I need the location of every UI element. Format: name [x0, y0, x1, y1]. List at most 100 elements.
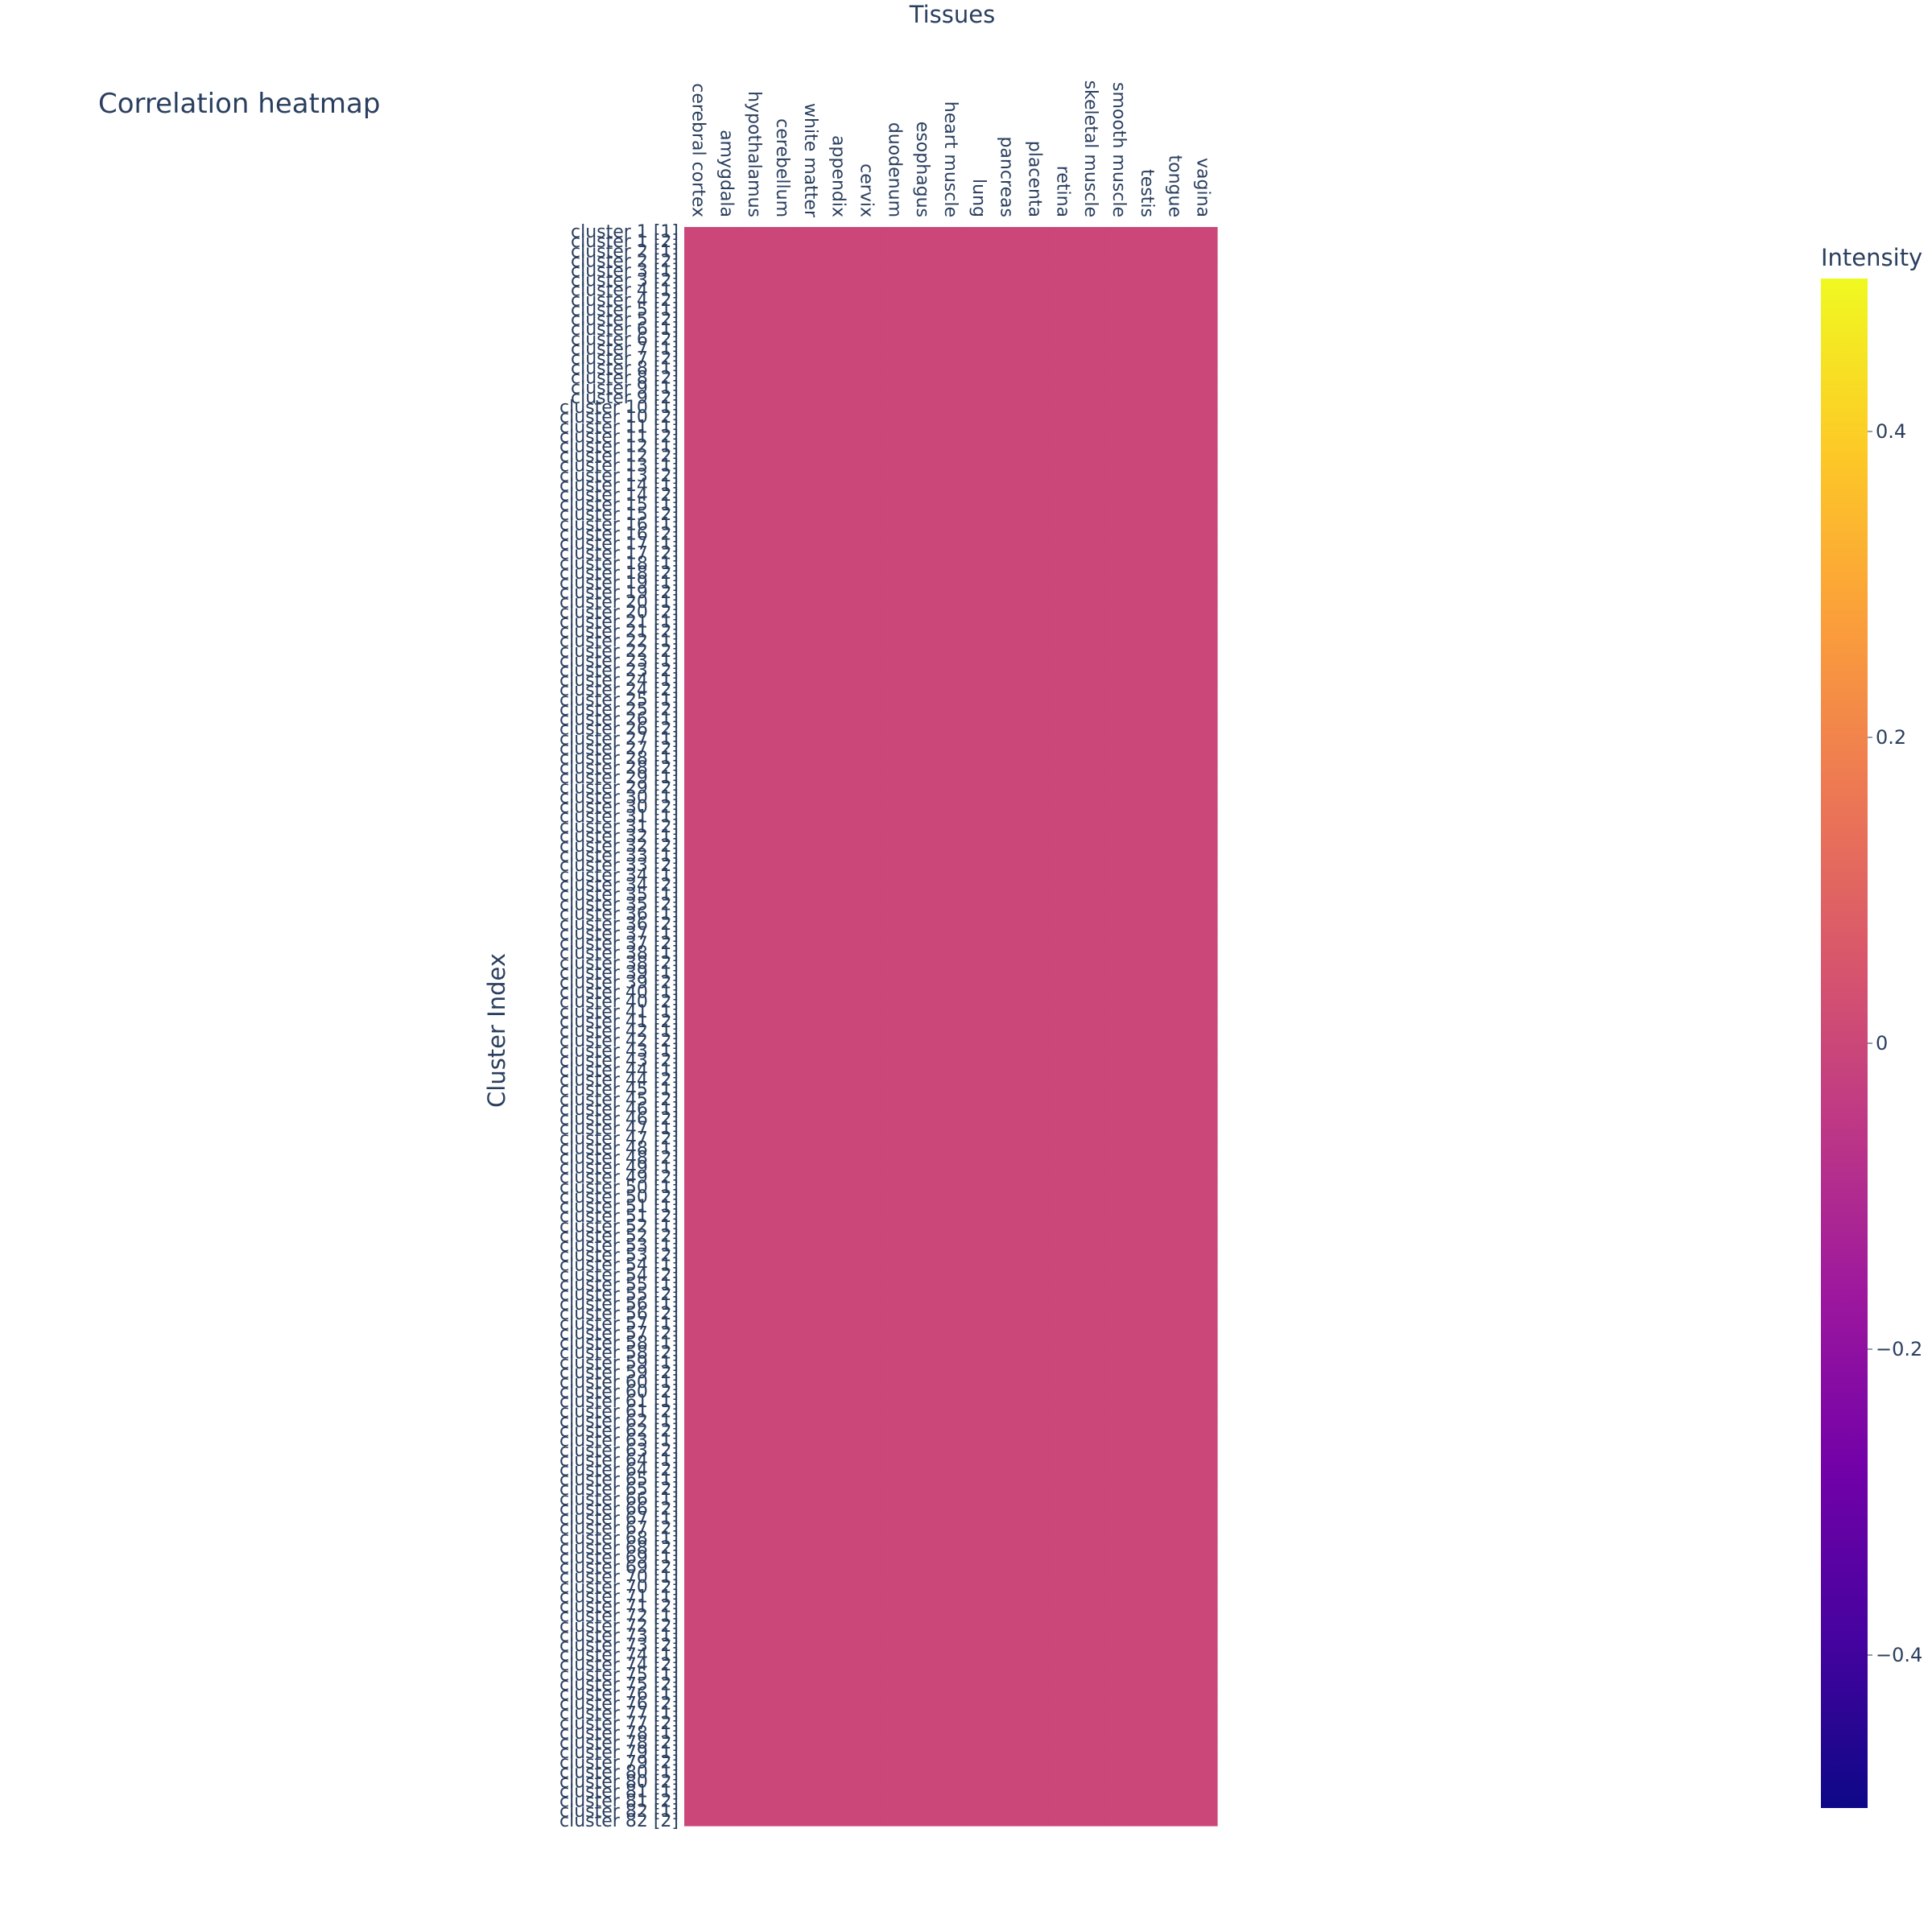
heatmap-cell — [993, 1387, 1022, 1397]
heatmap-cell — [1048, 1241, 1078, 1252]
heatmap-cell — [684, 489, 713, 501]
heatmap-cell — [740, 1143, 770, 1154]
heatmap-cell — [936, 334, 966, 345]
heatmap-cell — [852, 909, 881, 920]
y-tick-label: cluster 74 [2] — [559, 1655, 679, 1675]
heatmap-cell — [712, 382, 741, 394]
heatmap-cell — [796, 1689, 825, 1700]
heatmap-cell — [824, 958, 853, 968]
heatmap-cell — [1021, 470, 1050, 481]
heatmap-cell — [684, 1426, 713, 1437]
heatmap-cell — [824, 1153, 853, 1164]
heatmap-cell — [880, 1006, 910, 1018]
heatmap-cell — [1048, 675, 1078, 686]
heatmap-cell — [1076, 646, 1106, 657]
heatmap-cell — [908, 695, 938, 705]
y-tick-label: cluster 31 [2] — [559, 817, 679, 837]
heatmap-cell — [1076, 607, 1106, 617]
heatmap-cell — [796, 685, 825, 696]
heatmap-cell — [964, 295, 993, 306]
heatmap-cell — [852, 733, 881, 745]
heatmap-cell — [684, 266, 713, 277]
heatmap-cell — [684, 714, 713, 725]
y-tick-label: cluster 56 [2] — [559, 1304, 679, 1324]
heatmap-cell — [768, 373, 797, 384]
heatmap-cell — [1076, 1250, 1106, 1261]
heatmap-cell — [1021, 275, 1050, 287]
heatmap-cell — [880, 1075, 910, 1086]
heatmap-cell — [964, 1406, 993, 1417]
heatmap-cell — [796, 1182, 825, 1193]
heatmap-cell — [908, 665, 938, 676]
heatmap-cell — [852, 821, 881, 832]
heatmap-cell — [768, 1124, 797, 1134]
heatmap-cell — [1161, 1679, 1190, 1690]
heatmap-cell — [684, 997, 713, 1008]
heatmap-cell — [880, 928, 910, 939]
heatmap-cell — [712, 1113, 741, 1125]
heatmap-cell — [1076, 1699, 1106, 1710]
heatmap-cell — [1104, 821, 1134, 832]
heatmap-cell — [1161, 1513, 1190, 1525]
heatmap-cell — [1161, 870, 1190, 881]
heatmap-cell — [1104, 227, 1134, 237]
heatmap-cell — [1161, 1689, 1190, 1700]
heatmap-cell — [712, 1464, 741, 1476]
heatmap-cell — [1189, 1026, 1218, 1037]
y-tick-label: cluster 79 [1] — [559, 1743, 679, 1763]
heatmap-cell — [824, 1309, 853, 1319]
heatmap-cell — [824, 1494, 853, 1505]
heatmap-cell — [908, 714, 938, 725]
heatmap-cell — [1048, 636, 1078, 647]
heatmap-cell — [964, 1786, 993, 1798]
heatmap-cell — [1161, 1542, 1190, 1554]
heatmap-cell — [1161, 890, 1190, 901]
heatmap-cell — [740, 939, 770, 949]
heatmap-cell — [1161, 1133, 1190, 1144]
heatmap-cell — [1048, 958, 1078, 968]
heatmap-cell — [1189, 1182, 1218, 1193]
heatmap-cell — [1161, 1065, 1190, 1076]
heatmap-cell — [880, 412, 910, 423]
heatmap-cell — [1104, 880, 1134, 891]
heatmap-cell — [1048, 548, 1078, 559]
heatmap-cell — [1076, 285, 1106, 296]
heatmap-cell — [1104, 402, 1134, 413]
heatmap-cell — [796, 1815, 825, 1827]
heatmap-cell — [852, 1231, 881, 1242]
heatmap-cell — [852, 441, 881, 452]
y-tick-label: cluster 76 [2] — [559, 1695, 679, 1715]
heatmap-cell — [740, 1513, 770, 1525]
heatmap-cell — [712, 460, 741, 472]
heatmap-cell — [1048, 324, 1078, 335]
heatmap-cell — [1021, 997, 1050, 1008]
heatmap-cell — [993, 1591, 1022, 1603]
heatmap-cell — [1133, 1484, 1162, 1495]
heatmap-cell — [993, 285, 1022, 296]
heatmap-cell — [936, 811, 966, 823]
heatmap-cell — [684, 1046, 713, 1056]
x-tick-label: skeletal muscle — [1080, 80, 1100, 217]
heatmap-cell — [908, 1523, 938, 1534]
heatmap-cell — [824, 675, 853, 686]
heatmap-cell — [908, 1738, 938, 1748]
heatmap-cell — [1104, 441, 1134, 452]
heatmap-cell — [1161, 266, 1190, 277]
heatmap-cell — [1189, 617, 1218, 628]
heatmap-cell — [1189, 1601, 1218, 1612]
heatmap-cell — [1189, 1172, 1218, 1183]
heatmap-cell — [1161, 977, 1190, 989]
heatmap-cell — [1076, 275, 1106, 287]
heatmap-cell — [993, 412, 1022, 423]
heatmap-cell — [1104, 1552, 1134, 1563]
heatmap-cell — [1048, 987, 1078, 998]
heatmap-cell — [880, 285, 910, 296]
heatmap-cell — [993, 1601, 1022, 1612]
heatmap-cell — [1133, 1552, 1162, 1563]
heatmap-cell — [1133, 743, 1162, 754]
heatmap-cell — [1189, 987, 1218, 998]
heatmap-cell — [768, 246, 797, 257]
heatmap-cell — [993, 1201, 1022, 1212]
heatmap-cell — [796, 1221, 825, 1232]
heatmap-cell — [768, 1260, 797, 1271]
